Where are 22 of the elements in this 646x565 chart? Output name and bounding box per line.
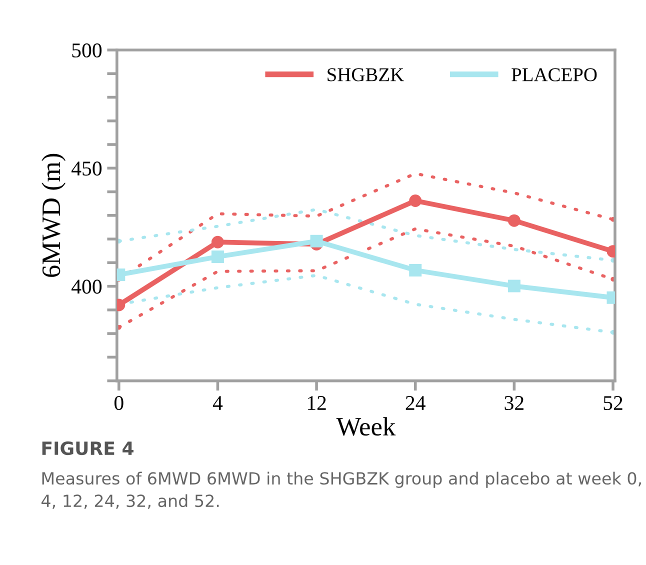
point <box>409 194 422 208</box>
y-tick-label: 400 <box>72 280 102 294</box>
x-axis-title: Week <box>336 417 396 436</box>
x-tick-label: 12 <box>308 396 326 410</box>
point <box>508 214 520 227</box>
text: FIGURE 4 <box>42 441 134 456</box>
x-tick-label: 4 <box>212 396 223 410</box>
y-tick-label: 450 <box>72 162 102 176</box>
y-tick-label: 500 <box>72 43 102 58</box>
point <box>508 280 520 292</box>
y-axis-title: 6MWD (m) <box>42 154 66 277</box>
legend-label: SHGBZK <box>328 68 404 82</box>
text: Measures of 6MWD 6MWD in the SHGBZK group and placebo at week 0, 4, 12, 24, 32, and 52. <box>42 472 641 509</box>
x-tick-label: 52 <box>604 396 622 410</box>
point <box>211 250 224 264</box>
point <box>211 236 224 248</box>
legend-label: PLACEPO <box>512 68 597 82</box>
x-tick-label: 0 <box>114 396 124 410</box>
x-tick-label: 32 <box>504 396 524 410</box>
point <box>310 234 323 248</box>
point <box>409 264 422 276</box>
x-tick-label: 24 <box>406 396 426 410</box>
